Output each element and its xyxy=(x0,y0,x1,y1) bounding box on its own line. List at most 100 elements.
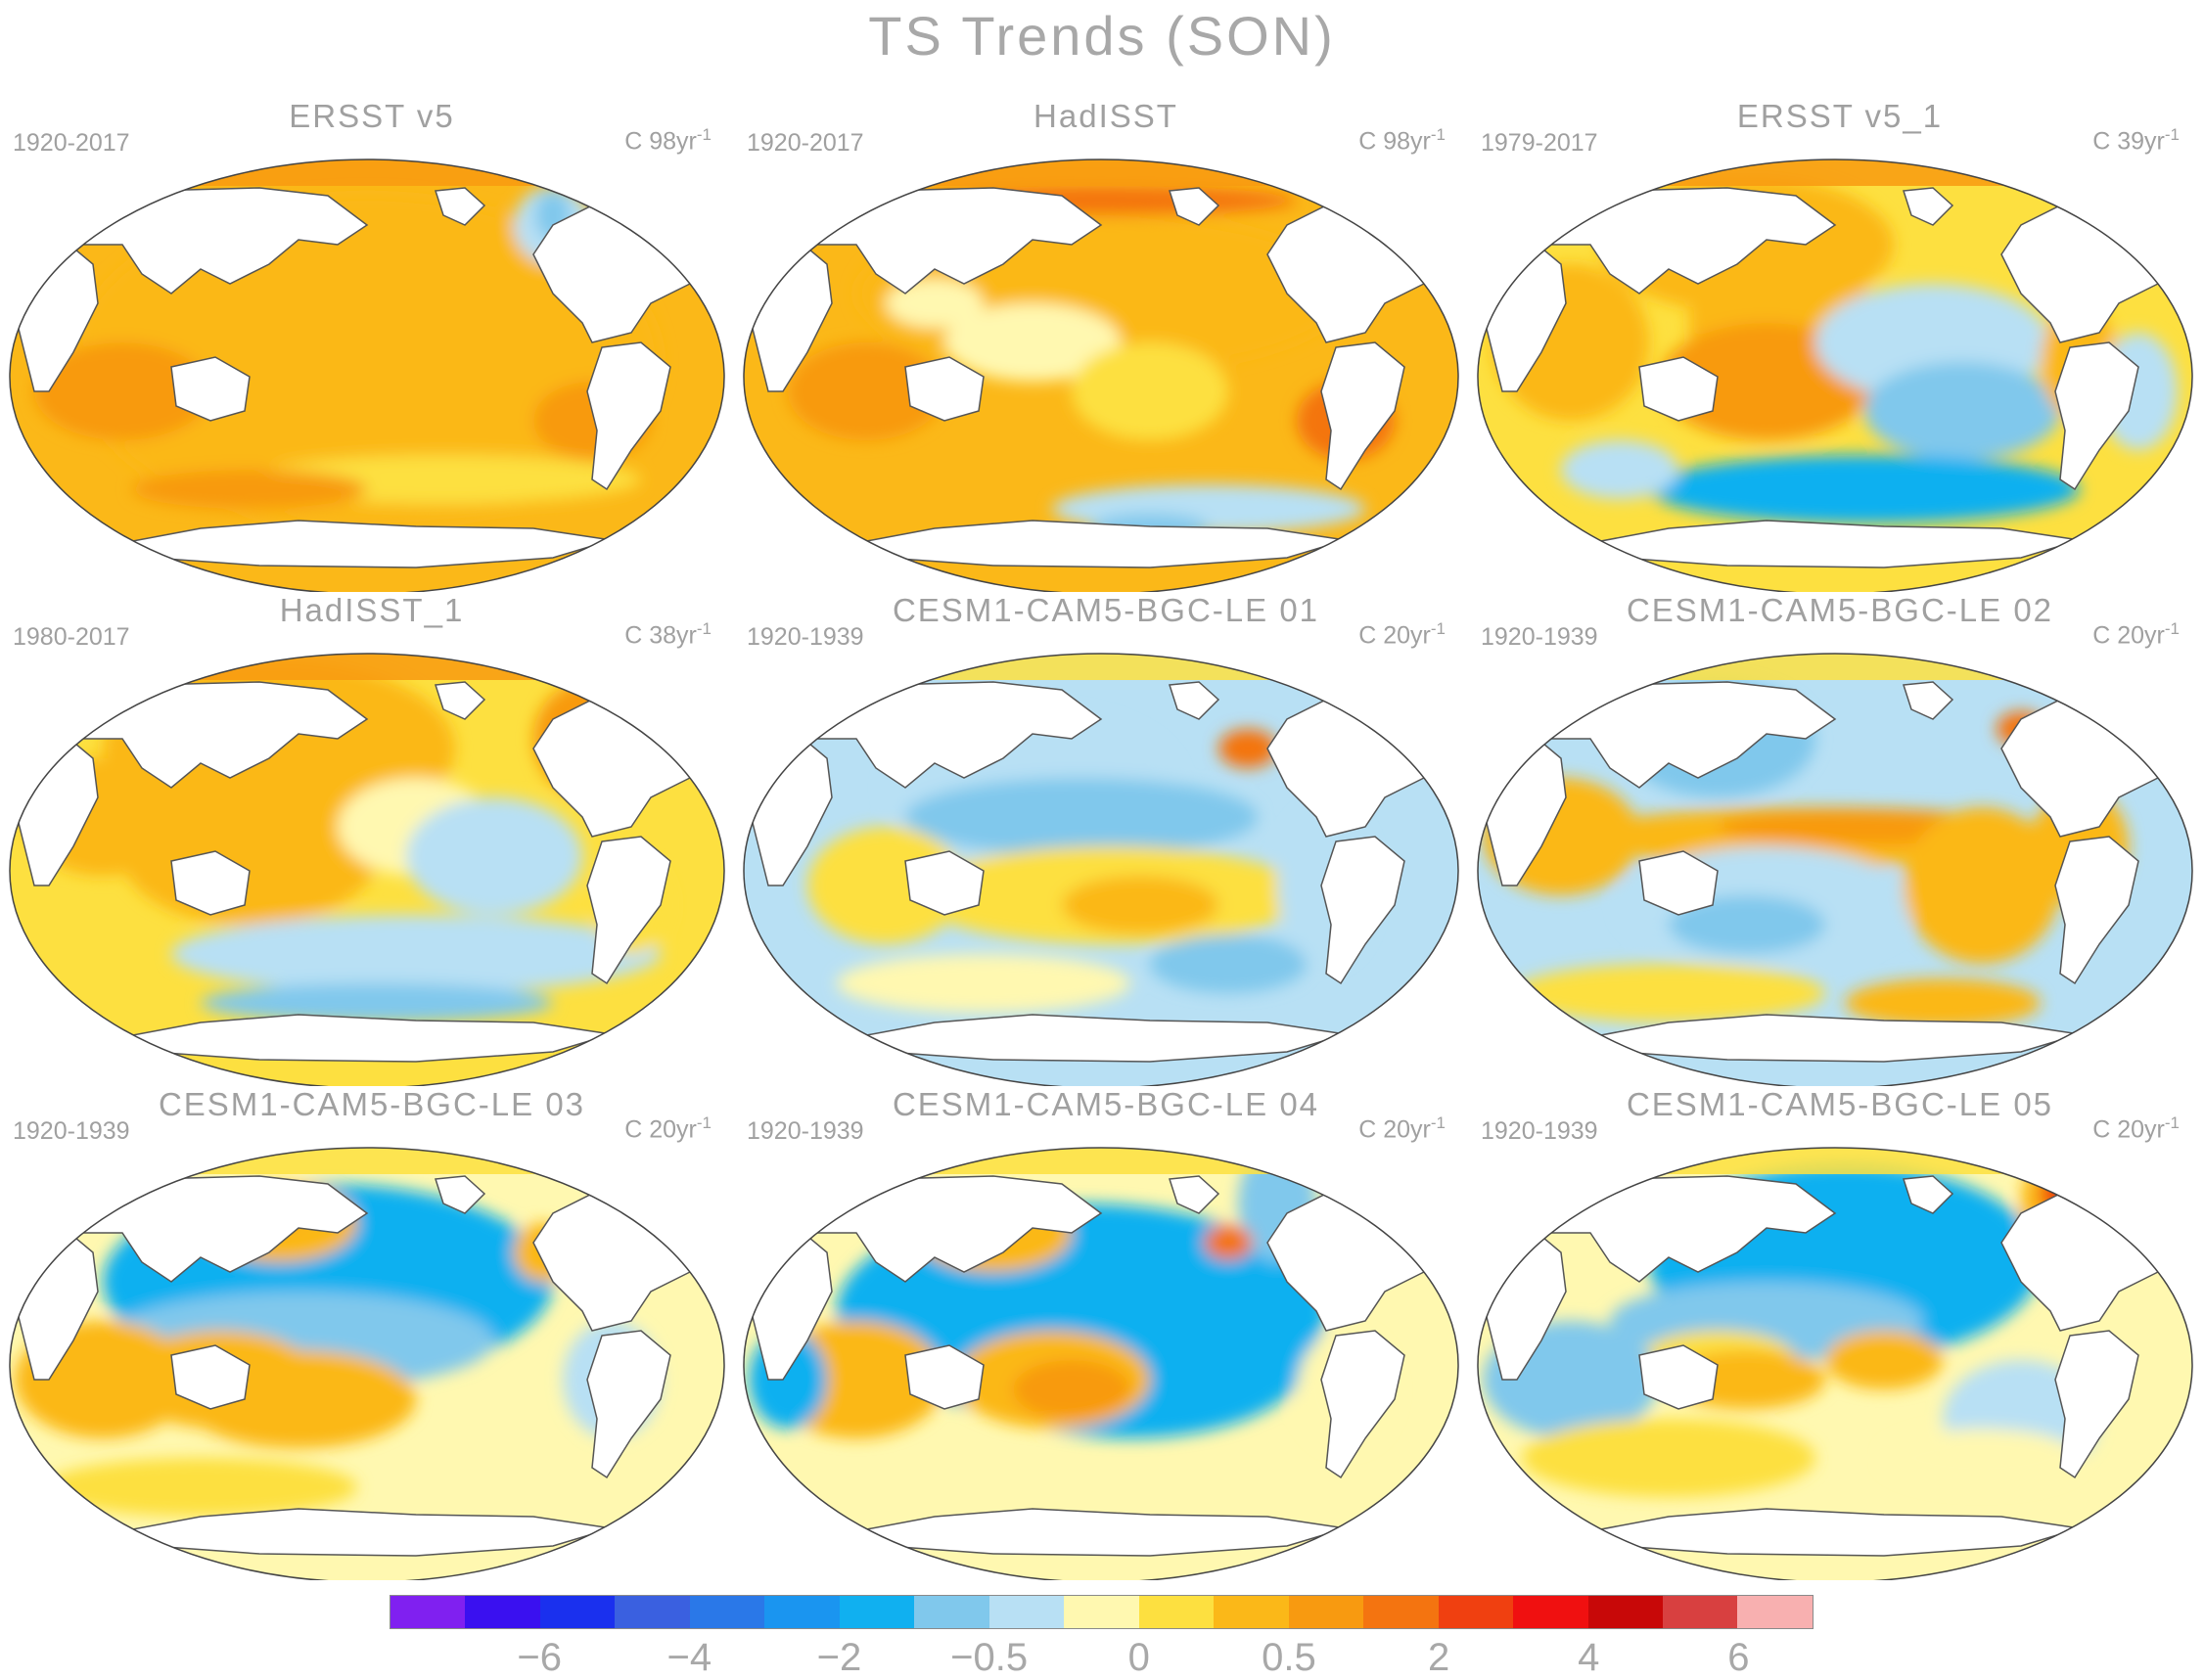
map-outline xyxy=(9,159,725,592)
trend-map xyxy=(743,1147,1459,1580)
trend-map xyxy=(1477,159,2193,592)
panel-units: C 20yr-1 xyxy=(2092,619,2180,650)
colorbar-swatch xyxy=(1064,1596,1139,1628)
continent-australia xyxy=(904,1344,985,1410)
arctic-band xyxy=(10,159,724,186)
continent-australia xyxy=(170,1344,251,1410)
continent-greenland xyxy=(1903,187,1954,226)
trend-region xyxy=(905,778,1258,856)
panel-period: 1920-1939 xyxy=(1481,1117,1598,1145)
trend-region xyxy=(406,797,582,915)
continent-southAmerica xyxy=(1320,836,1405,985)
figure-title: TS Trends (SON) xyxy=(868,5,1336,67)
colorbar-swatch xyxy=(1138,1596,1215,1628)
colorbar-swatch xyxy=(1587,1596,1663,1628)
continent-southAmerica xyxy=(2054,836,2139,985)
panel-title: CESM1-CAM5-BGC-LE 01 xyxy=(892,592,1320,628)
arctic-band xyxy=(10,1148,724,1174)
continent-southAmerica xyxy=(1320,1330,1405,1479)
map-outline xyxy=(1477,159,2193,592)
map-outline xyxy=(1477,1147,2193,1580)
trend-map xyxy=(1477,1147,2193,1580)
colorbar-tick-label: −6 xyxy=(517,1636,562,1679)
panel-units: C 20yr-1 xyxy=(1358,619,1446,650)
map-outline xyxy=(743,653,1459,1086)
trend-region xyxy=(44,1458,357,1517)
trend-region xyxy=(132,470,367,509)
continent-greenland xyxy=(1169,1175,1220,1214)
trend-map xyxy=(743,159,1459,592)
map-outline xyxy=(743,159,1459,592)
trend-region xyxy=(1669,895,1825,954)
map-panel: CESM1-CAM5-BGC-LE 04 1920-1939 C 20yr-1 xyxy=(739,1086,1473,1580)
continent-southAmerica xyxy=(1320,341,1405,491)
trend-region xyxy=(1522,1419,1815,1497)
panel-title: HadISST xyxy=(1033,98,1178,134)
panel-units: C 20yr-1 xyxy=(2092,1113,2180,1144)
continent-southAmerica xyxy=(586,836,671,985)
continent-greenland xyxy=(435,681,486,720)
trend-region xyxy=(1204,1225,1253,1260)
arctic-band xyxy=(1478,654,2192,680)
panel-units: C 20yr-1 xyxy=(1358,1113,1446,1144)
colorbar-swatch xyxy=(615,1596,690,1628)
continent-australia xyxy=(170,356,251,422)
map-outline xyxy=(1477,653,2193,1086)
trend-region xyxy=(1649,455,2080,523)
colorbar-swatch xyxy=(1737,1596,1813,1628)
colorbar-tick-label: −2 xyxy=(816,1636,862,1679)
trend-map xyxy=(9,159,725,592)
map-panel: CESM1-CAM5-BGC-LE 02 1920-1939 C 20yr-1 xyxy=(1473,592,2204,1086)
continent-eurasia xyxy=(1526,681,1837,789)
colorbar-swatch xyxy=(839,1596,915,1628)
colorbar-tick-label: 0.5 xyxy=(1262,1636,1316,1679)
colorbar-swatch xyxy=(1288,1596,1364,1628)
trend-region xyxy=(1150,934,1307,993)
colorbar-swatch xyxy=(1438,1596,1514,1628)
trend-map xyxy=(9,1147,725,1580)
arctic-band xyxy=(10,654,724,680)
trend-region xyxy=(886,279,984,328)
panel-title: CESM1-CAM5-BGC-LE 04 xyxy=(892,1086,1320,1122)
map-panel: CESM1-CAM5-BGC-LE 01 1920-1939 C 20yr-1 xyxy=(739,592,1473,1086)
continent-australia xyxy=(1638,1344,1719,1410)
continent-greenland xyxy=(1903,681,1954,720)
colorbar-tick-label: 0 xyxy=(1127,1636,1150,1679)
continent-greenland xyxy=(435,187,486,226)
panel-title: CESM1-CAM5-BGC-LE 03 xyxy=(158,1086,586,1122)
panel-period: 1980-2017 xyxy=(13,623,130,651)
panel-period: 1920-1939 xyxy=(1481,623,1598,651)
continent-eurasia xyxy=(58,187,369,295)
trend-region xyxy=(1072,342,1228,440)
continent-australia xyxy=(1638,356,1719,422)
map-outline xyxy=(9,1147,725,1580)
colorbar-tick-label: 4 xyxy=(1578,1636,1600,1679)
panel-title: CESM1-CAM5-BGC-LE 05 xyxy=(1626,1086,2054,1122)
continent-southAmerica xyxy=(2054,341,2139,491)
colorbar-swatch xyxy=(914,1596,989,1628)
continent-southAmerica xyxy=(2054,1330,2139,1479)
trend-region xyxy=(1062,876,1218,934)
trend-region xyxy=(201,983,553,1022)
panel-period: 1920-2017 xyxy=(747,129,864,157)
trend-map xyxy=(9,653,725,1086)
colorbar-swatch xyxy=(1363,1596,1439,1628)
panel-units: C 98yr-1 xyxy=(1358,125,1446,156)
continent-eurasia xyxy=(1526,187,1837,295)
trend-region xyxy=(1884,1429,2080,1487)
colorbar-tick-label: 6 xyxy=(1727,1636,1750,1679)
trend-map xyxy=(1477,653,2193,1086)
continent-eurasia xyxy=(792,1175,1103,1283)
panel-title: CESM1-CAM5-BGC-LE 02 xyxy=(1626,592,2054,628)
map-panel: HadISST 1920-2017 C 98yr-1 xyxy=(739,98,1473,592)
panel-units: C 98yr-1 xyxy=(624,125,712,156)
panel-title: ERSST v5_1 xyxy=(1736,98,1944,134)
arctic-band xyxy=(1478,1148,2192,1174)
continent-greenland xyxy=(1903,1175,1954,1214)
colorbar-boxes xyxy=(390,1595,1814,1629)
colorbar-swatch xyxy=(1513,1596,1588,1628)
continent-australia xyxy=(904,356,985,422)
continent-australia xyxy=(904,850,985,916)
panel-units: C 20yr-1 xyxy=(624,1113,712,1144)
trend-region xyxy=(944,303,1121,382)
